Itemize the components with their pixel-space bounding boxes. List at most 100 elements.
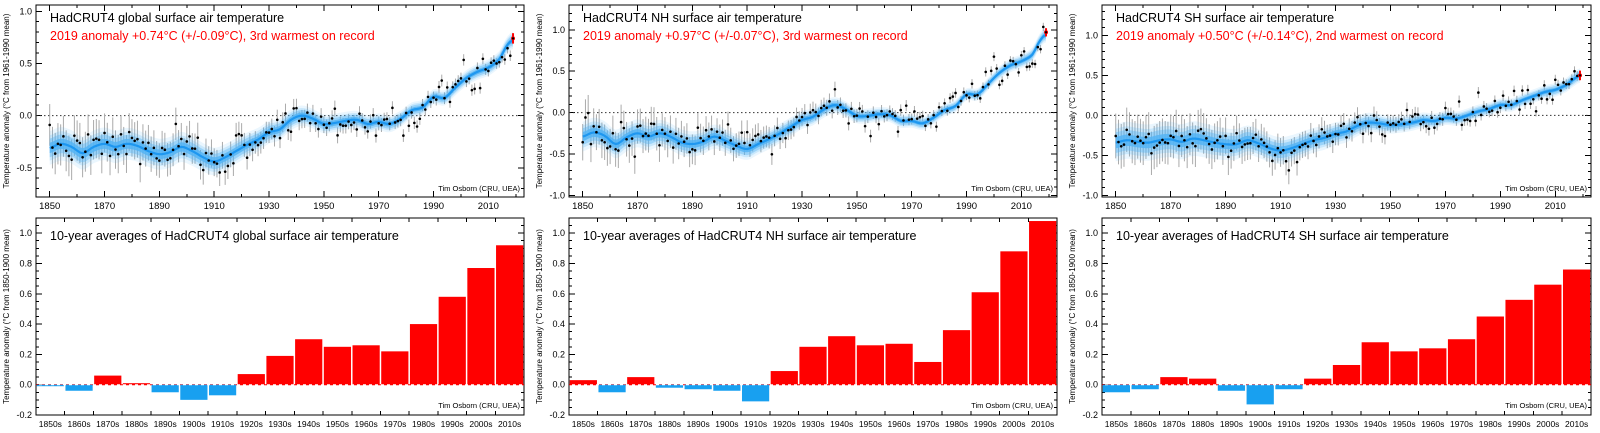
svg-text:-1.0: -1.0: [549, 190, 565, 200]
panel-title: HadCRUT4 SH surface air temperature: [1116, 11, 1335, 25]
svg-text:1940s: 1940s: [830, 419, 853, 429]
svg-text:1960s: 1960s: [1421, 419, 1444, 429]
panel-title: HadCRUT4 global surface air temperature: [50, 11, 285, 25]
svg-text:1930s: 1930s: [801, 419, 824, 429]
svg-text:1980s: 1980s: [945, 419, 968, 429]
credit-text: Tim Osborn (CRU, UEA): [438, 184, 520, 193]
panel-sh-decadal-bars: -0.2 0.0 0.2 0.4 0.6 0.8 1.0 1850s 1860s 1870s 188…: [1066, 215, 1600, 433]
svg-text:1980s: 1980s: [1479, 419, 1502, 429]
panel-sh-timeseries: 1850 1870 1890 1910 1930 1950 1970 1990 2010 -1.0…: [1066, 0, 1600, 215]
svg-text:1970s: 1970s: [383, 419, 406, 429]
svg-text:1.0: 1.0: [552, 25, 565, 35]
svg-text:2010s: 2010s: [1031, 419, 1054, 429]
svg-text:1990: 1990: [1490, 201, 1511, 212]
nh-timeseries-chart: 1850 1870 1890 1910 1930 1950 1970 1990 2010 -1.0…: [535, 4, 1058, 212]
svg-text:1990s: 1990s: [441, 419, 464, 429]
svg-text:1870s: 1870s: [96, 419, 119, 429]
svg-text:1950: 1950: [313, 201, 334, 212]
svg-text:1950s: 1950s: [1392, 419, 1415, 429]
panel-anomaly-subtitle: 2019 anomaly +0.74°C (+/-0.09°C), 3rd wa…: [50, 29, 375, 43]
svg-text:2010s: 2010s: [498, 419, 521, 429]
svg-text:1900s: 1900s: [182, 419, 205, 429]
svg-text:0.0: 0.0: [552, 108, 565, 118]
credit-text: Tim Osborn (CRU, UEA): [971, 184, 1053, 193]
svg-text:1980s: 1980s: [412, 419, 435, 429]
svg-text:0.4: 0.4: [552, 319, 565, 329]
svg-text:Temperature anomaly (°C from 1: Temperature anomaly (°C from 1961-1990 m…: [1068, 13, 1077, 188]
svg-text:0.4: 0.4: [19, 319, 32, 329]
svg-text:2000s: 2000s: [1002, 419, 1025, 429]
svg-text:1890: 1890: [1215, 201, 1236, 212]
global-timeseries-chart: 1850 1870 1890 1910 1930 1950 1970 1990 2010 -0.5…: [2, 4, 525, 212]
panel-global-decadal-bars: -0.2 0.0 0.2 0.4 0.6 0.8 1.0 1850s 1860s 1870s 188…: [0, 215, 533, 433]
svg-text:0.8: 0.8: [19, 258, 32, 268]
svg-text:Temperature anomaly (°C from 1: Temperature anomaly (°C from 1961-1990 m…: [535, 13, 544, 188]
svg-text:2010: 2010: [1011, 201, 1032, 212]
nh-decadal-bar-chart: -0.2 0.0 0.2 0.4 0.6 0.8 1.0 1850s 1860s 1870s 188…: [535, 217, 1058, 429]
svg-text:1870: 1870: [1160, 201, 1181, 212]
svg-text:1990: 1990: [956, 201, 977, 212]
svg-text:0.8: 0.8: [552, 258, 565, 268]
svg-text:1.0: 1.0: [19, 6, 32, 16]
svg-text:1960s: 1960s: [888, 419, 911, 429]
svg-text:2000s: 2000s: [469, 419, 492, 429]
svg-text:0.6: 0.6: [19, 289, 32, 299]
svg-text:1870: 1870: [627, 201, 648, 212]
svg-text:1970s: 1970s: [916, 419, 939, 429]
svg-text:1990: 1990: [423, 201, 444, 212]
svg-text:1870: 1870: [94, 201, 115, 212]
svg-text:1910s: 1910s: [1277, 419, 1300, 429]
svg-text:1920s: 1920s: [773, 419, 796, 429]
credit-text: Tim Osborn (CRU, UEA): [1505, 401, 1587, 410]
svg-text:1890s: 1890s: [154, 419, 177, 429]
svg-text:1930s: 1930s: [1335, 419, 1358, 429]
svg-text:1880s: 1880s: [658, 419, 681, 429]
svg-text:0.5: 0.5: [552, 66, 565, 76]
svg-text:1860s: 1860s: [67, 419, 90, 429]
svg-text:0.2: 0.2: [552, 349, 565, 359]
credit-text: Tim Osborn (CRU, UEA): [438, 401, 520, 410]
svg-text:1860s: 1860s: [1134, 419, 1157, 429]
svg-text:1890: 1890: [682, 201, 703, 212]
svg-text:0.0: 0.0: [1085, 380, 1098, 390]
svg-text:1890: 1890: [149, 201, 170, 212]
svg-text:Temperature anomaly (°C from 1: Temperature anomaly (°C from 1850-1900 m…: [2, 229, 11, 404]
svg-text:1910: 1910: [1270, 201, 1291, 212]
svg-text:0.2: 0.2: [19, 349, 32, 359]
svg-text:-0.5: -0.5: [16, 163, 32, 173]
svg-text:0.5: 0.5: [19, 58, 32, 68]
panel-title: HadCRUT4 NH surface air temperature: [583, 11, 802, 25]
svg-text:1970: 1970: [901, 201, 922, 212]
svg-text:1990s: 1990s: [974, 419, 997, 429]
svg-text:0.4: 0.4: [1085, 319, 1098, 329]
svg-text:0.8: 0.8: [1085, 258, 1098, 268]
panel-title: 10-year averages of HadCRUT4 NH surface …: [583, 229, 917, 243]
svg-text:1.0: 1.0: [1085, 30, 1098, 40]
panel-nh-decadal-bars: -0.2 0.0 0.2 0.4 0.6 0.8 1.0 1850s 1860s 1870s 188…: [533, 215, 1066, 433]
svg-text:-1.0: -1.0: [1082, 190, 1098, 200]
svg-text:1920s: 1920s: [240, 419, 263, 429]
svg-text:2010: 2010: [1545, 201, 1566, 212]
svg-text:Temperature anomaly (°C from 1: Temperature anomaly (°C from 1850-1900 m…: [535, 229, 544, 404]
svg-text:-0.2: -0.2: [16, 410, 32, 420]
svg-text:1930: 1930: [1325, 201, 1346, 212]
svg-text:2000s: 2000s: [1536, 419, 1559, 429]
svg-text:1.0: 1.0: [19, 228, 32, 238]
svg-text:-0.5: -0.5: [549, 149, 565, 159]
svg-text:0.6: 0.6: [552, 289, 565, 299]
svg-text:-0.2: -0.2: [549, 410, 565, 420]
svg-text:-0.5: -0.5: [1082, 150, 1098, 160]
panel-title: 10-year averages of HadCRUT4 SH surface …: [1116, 229, 1449, 243]
sh-timeseries-chart: 1850 1870 1890 1910 1930 1950 1970 1990 2010 -1.0…: [1068, 4, 1592, 212]
svg-text:1880s: 1880s: [125, 419, 148, 429]
svg-text:1910: 1910: [737, 201, 758, 212]
svg-text:1940s: 1940s: [297, 419, 320, 429]
svg-text:0.0: 0.0: [19, 380, 32, 390]
credit-text: Tim Osborn (CRU, UEA): [1505, 184, 1587, 193]
sh-decadal-bar-chart: -0.2 0.0 0.2 0.4 0.6 0.8 1.0 1850s 1860s 1870s 188…: [1068, 217, 1592, 429]
svg-text:0.5: 0.5: [1085, 70, 1098, 80]
svg-text:1.0: 1.0: [1085, 228, 1098, 238]
svg-text:Temperature anomaly (°C from 1: Temperature anomaly (°C from 1961-1990 m…: [2, 13, 11, 188]
svg-text:1860s: 1860s: [600, 419, 623, 429]
